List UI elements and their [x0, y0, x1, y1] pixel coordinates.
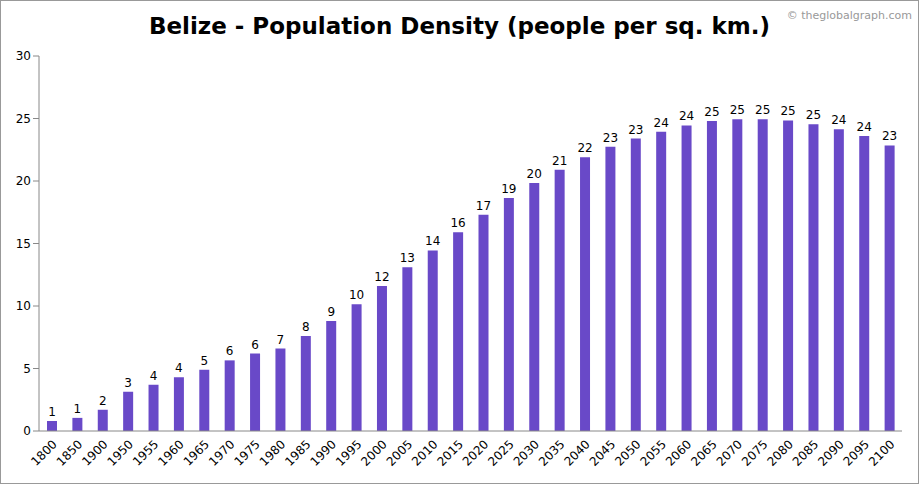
svg-text:2035: 2035	[536, 437, 567, 468]
html-text:© theglobalgraph.com: © theglobalgraph.com	[786, 9, 912, 22]
svg-text:2075: 2075	[739, 437, 770, 468]
svg-text:0: 0	[23, 424, 31, 438]
svg-text:1: 1	[74, 402, 82, 416]
svg-text:24: 24	[654, 116, 669, 130]
svg-text:1965: 1965	[181, 437, 212, 468]
svg-text:25: 25	[780, 104, 795, 118]
svg-text:2: 2	[99, 394, 107, 408]
svg-text:6: 6	[251, 338, 259, 352]
svg-text:23: 23	[603, 131, 618, 145]
svg-text:1900: 1900	[79, 437, 110, 468]
svg-text:15: 15	[16, 237, 31, 251]
svg-text:2005: 2005	[384, 437, 415, 468]
svg-text:12: 12	[374, 270, 389, 284]
svg-text:25: 25	[806, 108, 821, 122]
svg-text:2065: 2065	[688, 437, 719, 468]
svg-text:2090: 2090	[815, 437, 846, 468]
svg-text:23: 23	[882, 129, 897, 143]
svg-text:2080: 2080	[764, 437, 795, 468]
svg-text:2025: 2025	[485, 437, 516, 468]
svg-text:9: 9	[327, 305, 335, 319]
svg-text:2000: 2000	[358, 437, 389, 468]
svg-text:1800: 1800	[28, 437, 59, 468]
svg-text:22: 22	[577, 141, 592, 155]
svg-text:2020: 2020	[460, 437, 491, 468]
svg-text:1950: 1950	[104, 437, 135, 468]
svg-text:2095: 2095	[841, 437, 872, 468]
svg-text:1955: 1955	[130, 437, 161, 468]
svg-text:2055: 2055	[638, 437, 669, 468]
svg-text:1: 1	[48, 405, 56, 419]
svg-text:2040: 2040	[561, 437, 592, 468]
svg-text:2030: 2030	[511, 437, 542, 468]
svg-text:3: 3	[124, 376, 132, 390]
svg-text:1975: 1975	[231, 437, 262, 468]
svg-text:10: 10	[16, 299, 31, 313]
svg-text:24: 24	[831, 113, 846, 127]
svg-text:25: 25	[730, 103, 745, 117]
svg-text:1850: 1850	[54, 437, 85, 468]
svg-text:20: 20	[16, 174, 31, 188]
svg-text:16: 16	[450, 216, 465, 230]
svg-text:1985: 1985	[282, 437, 313, 468]
svg-text:2060: 2060	[663, 437, 694, 468]
svg-text:17: 17	[476, 199, 491, 213]
svg-text:24: 24	[679, 109, 694, 123]
svg-text:2100: 2100	[866, 437, 897, 468]
svg-text:1990: 1990	[308, 437, 339, 468]
svg-text:20: 20	[527, 167, 542, 181]
svg-text:25: 25	[16, 112, 31, 126]
svg-text:6: 6	[226, 344, 234, 358]
svg-text:30: 30	[16, 49, 31, 63]
svg-text:1995: 1995	[333, 437, 364, 468]
svg-text:1970: 1970	[206, 437, 237, 468]
html-text:Belize - Population Density (p: Belize - Population Density (people per …	[148, 13, 771, 39]
svg-text:1960: 1960	[155, 437, 186, 468]
svg-text:14: 14	[425, 234, 440, 248]
svg-text:19: 19	[501, 182, 516, 196]
svg-text:8: 8	[302, 320, 310, 334]
svg-text:2010: 2010	[409, 437, 440, 468]
svg-text:25: 25	[755, 103, 770, 117]
svg-text:4: 4	[175, 361, 183, 375]
svg-text:21: 21	[552, 154, 567, 168]
svg-text:2070: 2070	[714, 437, 745, 468]
svg-text:1980: 1980	[257, 437, 288, 468]
svg-text:13: 13	[400, 251, 415, 265]
svg-text:23: 23	[628, 123, 643, 137]
svg-text:7: 7	[277, 333, 285, 347]
svg-text:5: 5	[23, 362, 31, 376]
svg-text:2050: 2050	[612, 437, 643, 468]
svg-text:4: 4	[150, 369, 158, 383]
svg-text:2045: 2045	[587, 437, 618, 468]
svg-text:24: 24	[857, 120, 872, 134]
svg-text:5: 5	[200, 354, 208, 368]
svg-text:10: 10	[349, 288, 364, 302]
svg-text:2085: 2085	[790, 437, 821, 468]
svg-text:2015: 2015	[434, 437, 465, 468]
svg-text:25: 25	[704, 105, 719, 119]
